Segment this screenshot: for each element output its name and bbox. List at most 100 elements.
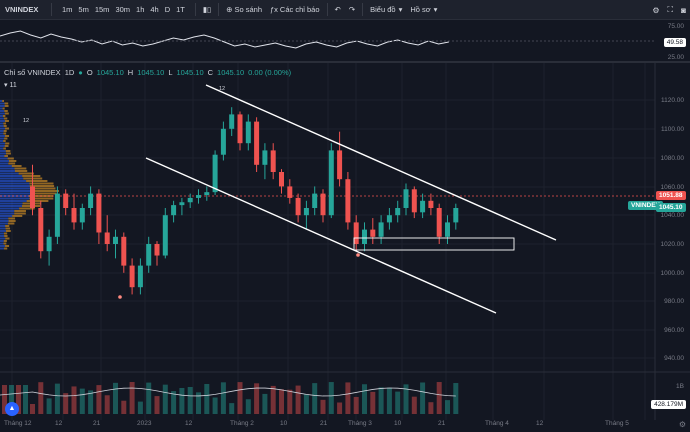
profile-bar [0,165,12,167]
volume-bar [445,400,450,414]
chart-type-button[interactable]: Biểu đồ ▾ [366,0,406,20]
profile-bar [14,170,28,172]
candle-body [270,150,276,172]
interval-5m[interactable]: 5m [78,5,89,14]
profile-bar [18,172,34,175]
candle-body [179,202,185,206]
profile-bar [4,135,10,137]
profile-bar [14,167,27,170]
candle-body [146,244,152,266]
candle-body [30,186,35,208]
profile-legend[interactable]: ▾ 11 [4,81,17,89]
volume-bar [386,387,392,414]
compare-button[interactable]: ⊕ So sánh [222,0,266,20]
profile-bar [0,160,9,162]
profile-bar [0,237,6,240]
profile-bar [0,127,5,130]
divider [194,3,196,16]
oscillator-line [0,30,449,49]
profile-bar [4,245,10,247]
channel-upper-line[interactable] [205,84,557,241]
profile-bar [0,182,30,185]
interval-1T[interactable]: 1T [176,5,185,14]
profile-bar [0,172,19,175]
profile-bar [0,122,4,125]
interval-1h[interactable]: 1h [136,5,145,14]
volume-bar [179,387,185,414]
profile-bar [0,167,15,170]
settings-icon[interactable]: ⚙ [678,420,686,429]
candle-body [88,193,94,208]
volume-axis-top: 1B [676,383,684,390]
profile-bar [0,157,8,160]
profile-bar [3,122,7,125]
volume-bars [2,382,459,414]
volume-bar [38,382,44,414]
legend-title: Chỉ số VNINDEX [4,68,61,77]
candle-body [345,179,351,223]
profile-bar [5,225,10,227]
channel-lower-line[interactable] [145,157,497,314]
redo-icon[interactable]: ↷ [348,5,356,14]
candle-body [137,265,143,288]
candle-body [337,150,343,180]
candle-body [113,236,118,244]
chevron-down-icon: ▾ [4,82,8,89]
price-axis-label: 1100.00 [660,126,684,133]
volume-bar [121,400,127,414]
profile-bar [26,200,49,202]
right-tools: ⚙ ⛶ ◙ [652,0,686,20]
interval-30m[interactable]: 30m [115,5,131,14]
profile-bar [3,132,7,135]
camera-icon[interactable]: ◙ [681,5,686,15]
price-axis-label: 980.00 [664,298,684,305]
interval-15m[interactable]: 15m [94,5,110,14]
compare-label: So sánh [234,5,262,14]
time-axis-label: Tháng 3 [348,420,372,427]
volume-profile [0,100,59,250]
tradingview-logo-icon: ▲ [5,402,19,416]
profile-bar [3,247,8,250]
price-axis-label: 1120.00 [660,97,684,104]
candle-body [411,189,417,213]
interval-1m[interactable]: 1m [62,5,73,14]
support-zone-rectangle[interactable] [353,237,515,251]
profile-bar [0,202,23,205]
divider [51,3,52,16]
profile-bar [0,215,13,217]
price-axis-label: 1060.00 [660,184,685,191]
candle-body [245,121,251,144]
symbol-search[interactable]: VNINDEX [5,5,39,14]
price-axis-label: 1040.00 [660,212,685,219]
candles [30,107,459,295]
profile-bar [0,235,5,237]
settings-icon[interactable]: ⚙ [652,5,660,15]
volume-bar [9,385,14,414]
oscillator-pane[interactable] [0,21,690,63]
profile-bar [0,142,6,145]
profile-bar [0,137,5,140]
indicators-label: Các chỉ báo [279,5,320,14]
time-axis-label: Tháng 2 [230,420,254,427]
time-axis-label: 12 [536,420,544,427]
undo-icon[interactable]: ↶ [334,5,341,14]
volume-bar [146,382,152,414]
interval-4h[interactable]: 4h [150,5,159,14]
profile-bar [4,102,9,105]
template-button[interactable]: Hồ sơ ▾ [406,0,441,20]
profile-bar [0,110,5,112]
profile-bar [3,242,7,245]
candle-body [312,193,318,208]
profile-bar [4,155,9,157]
candle-type-icon[interactable]: ▮▯ [202,5,212,14]
interval-D[interactable]: D [164,5,171,14]
fullscreen-icon[interactable]: ⛶ [667,5,674,14]
profile-bar [4,112,9,115]
volume-bar [104,395,110,414]
candle-body [362,229,367,244]
profile-bar [19,207,35,210]
indicators-button[interactable]: ƒx Các chỉ báo [266,0,324,20]
